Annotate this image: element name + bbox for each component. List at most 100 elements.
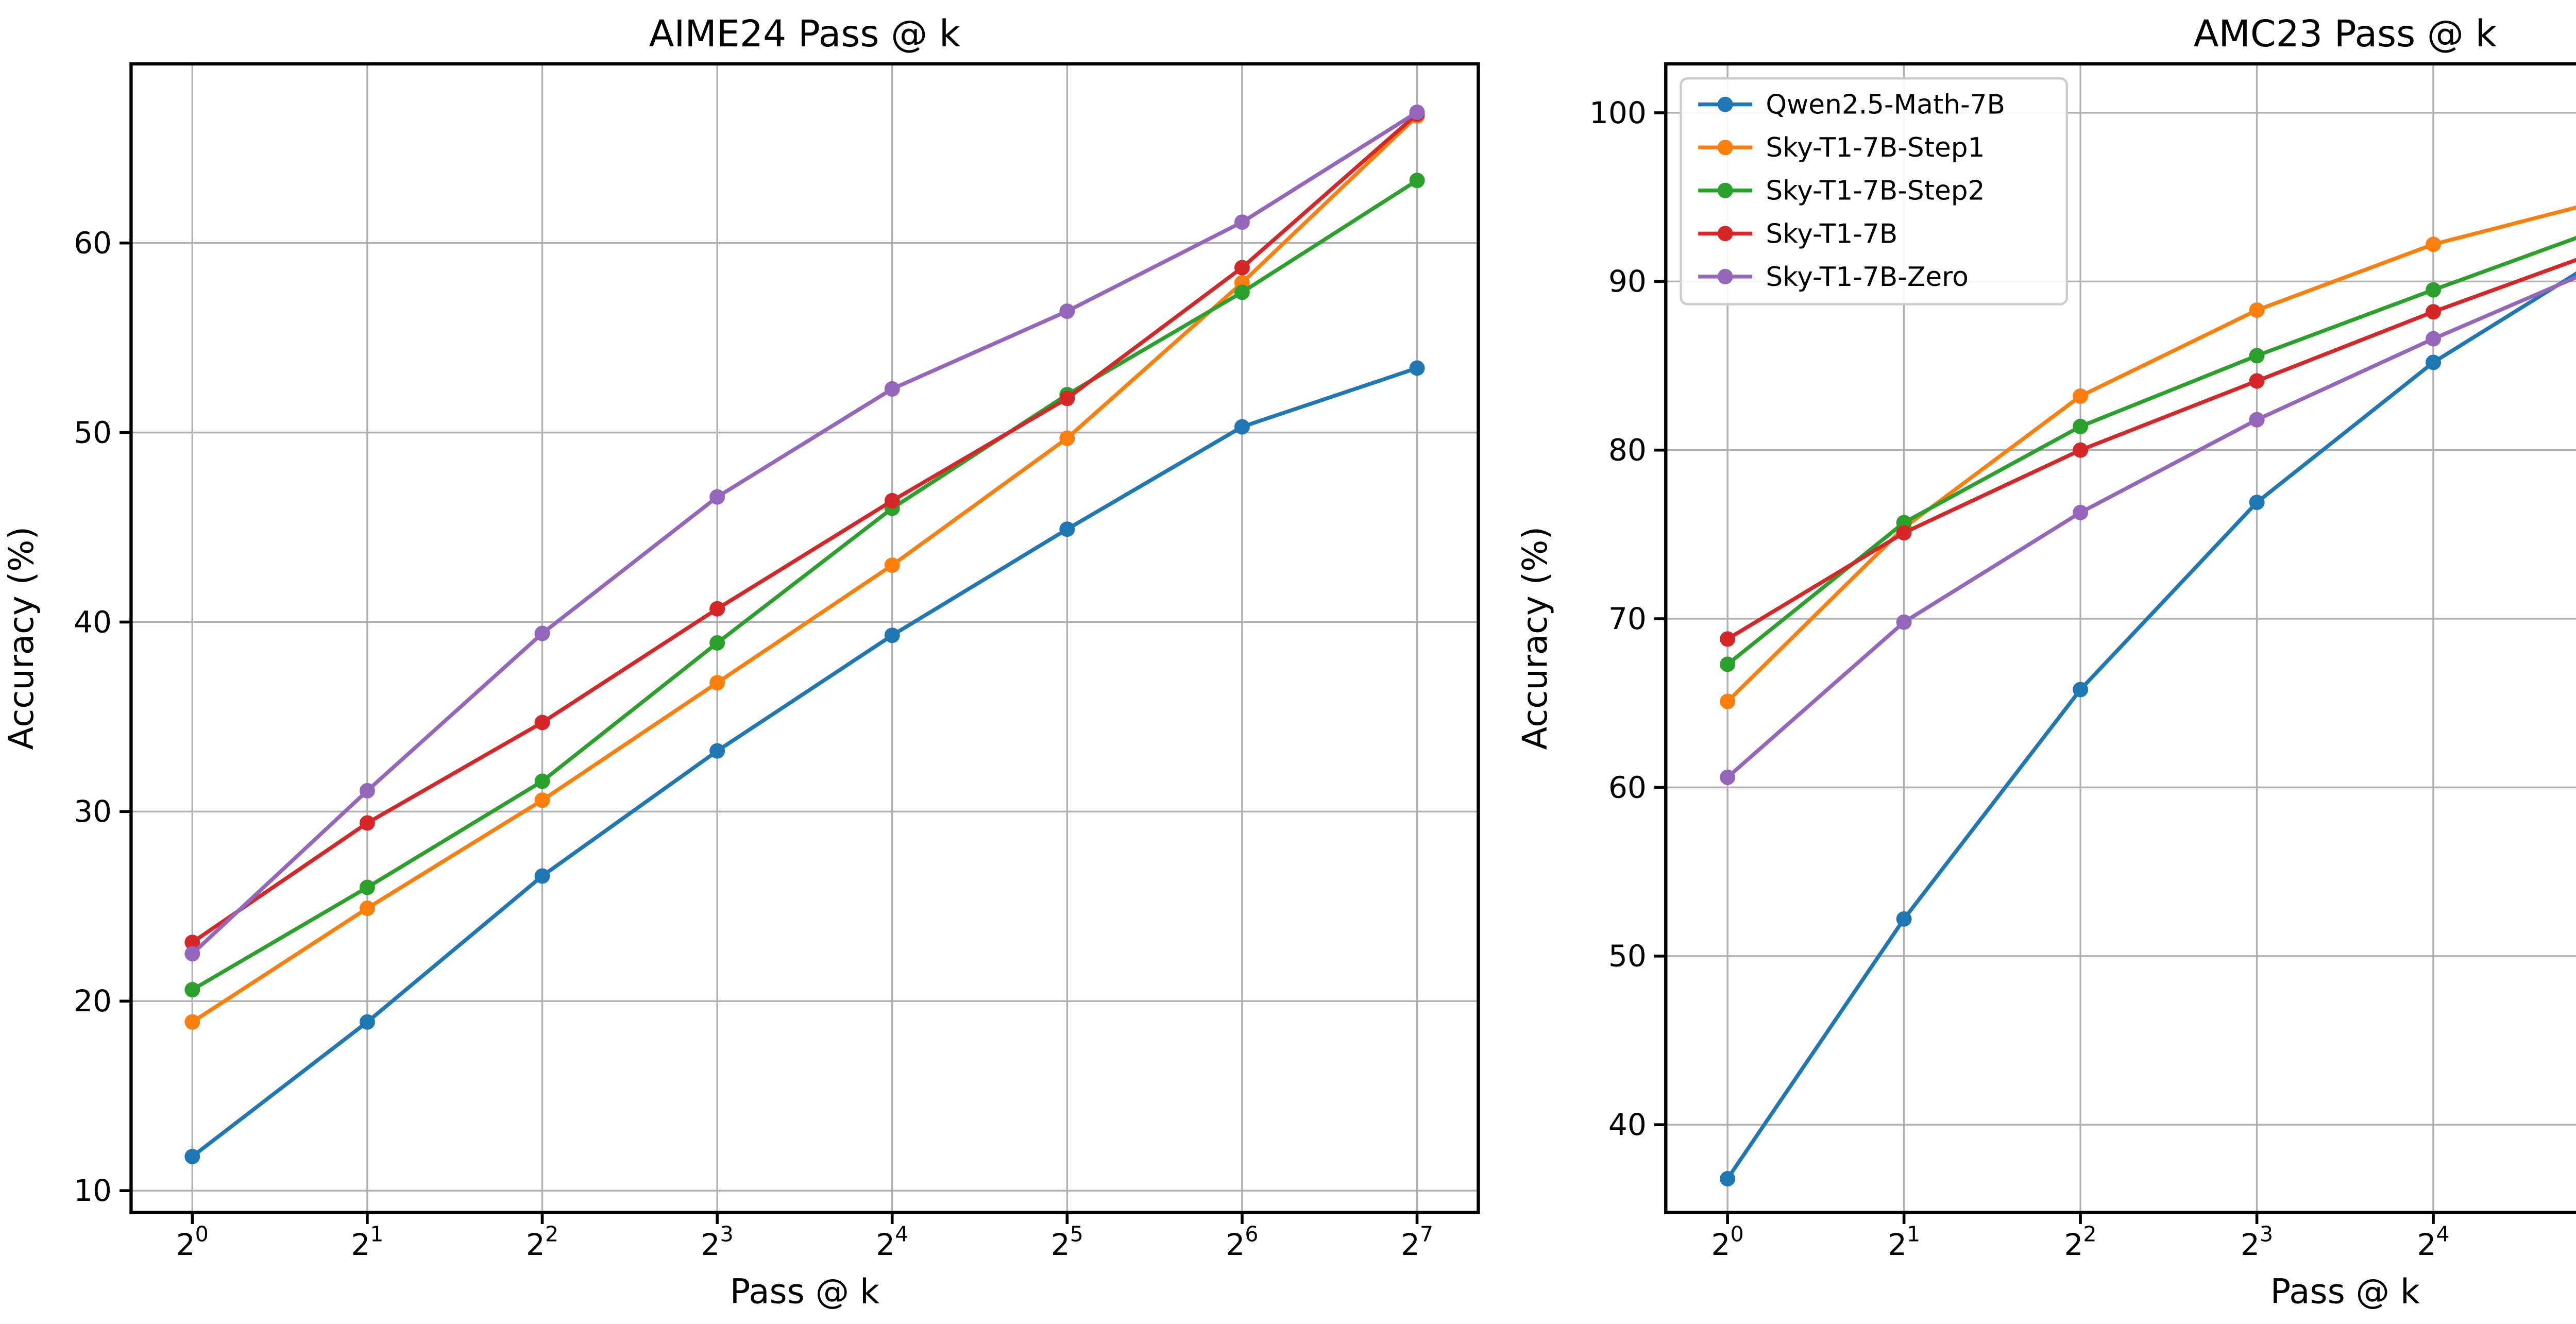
legend: Qwen2.5-Math-7B Sky-T1-7B-Step1 Sky-T1-7B-…	[1680, 77, 2069, 305]
x-tick-label: 22	[2064, 1222, 2097, 1262]
data-point-marker	[709, 635, 725, 651]
x-tick-label: 27	[1401, 1222, 1433, 1262]
y-tick-label: 40	[1608, 1107, 1647, 1142]
amc23-pass-k-svg: 4050607080901002021222324252627Qwen2.5-M…	[1514, 0, 2576, 1324]
data-point-marker	[2073, 682, 2089, 698]
data-point-marker	[1059, 391, 1075, 406]
data-point-marker	[1234, 284, 1250, 300]
legend-item-sky-t1-7b-zero: Sky-T1-7B-Zero	[1698, 262, 1969, 293]
x-tick-label: 20	[176, 1222, 209, 1262]
series-qwen2-5-math-7b	[1720, 271, 2576, 1186]
data-point-marker	[1234, 214, 1250, 230]
plot-spines	[1664, 62, 2576, 1214]
legend-marker	[1717, 268, 1733, 284]
data-point-marker	[2073, 504, 2089, 520]
chart-background	[0, 0, 1513, 1324]
legend-marker	[1717, 182, 1733, 198]
data-point-marker	[709, 489, 725, 505]
data-point-marker	[2249, 412, 2265, 428]
series-line	[1726, 271, 2576, 1180]
data-point-marker	[534, 773, 550, 789]
data-point-marker	[1720, 1170, 1736, 1186]
chart-aime24-pass-at-k: 10 20 30 40 50 60 20 21 22 23 24 25 26 27 AIME24 Pass …	[0, 0, 1513, 1324]
axis-ticks: 10 20 30 40 50 60 20 21 22 23 24 25 26 27	[74, 226, 1433, 1262]
data-point-marker	[2426, 354, 2442, 370]
data-point-marker	[709, 675, 725, 691]
y-tick-label: 60	[1608, 770, 1647, 805]
y-tick-label: 50	[1608, 939, 1647, 974]
y-tick-label: 20	[74, 983, 112, 1019]
data-point-marker	[184, 1148, 200, 1164]
data-point-marker	[2249, 302, 2265, 318]
legend-item-sky-t1-7b: Sky-T1-7B	[1698, 218, 1897, 249]
chart-amc23-pass-at-k: 4050607080901002021222324252627Qwen2.5-M…	[1514, 0, 2576, 1324]
y-tick-label: 100	[1589, 95, 1647, 130]
y-axis-label: Accuracy (%)	[1516, 527, 1555, 750]
data-point-marker	[1409, 104, 1425, 120]
legend-item-qwen2-5-math-7b: Qwen2.5-Math-7B	[1698, 90, 2005, 121]
y-tick-label: 30	[74, 794, 112, 829]
legend-item-sky-t1-7b-step1: Sky-T1-7B-Step1	[1698, 132, 1985, 163]
series-sky-t1-7b-zero	[1720, 275, 2576, 785]
legend-marker	[1717, 96, 1733, 112]
x-axis-label: Pass @ k	[730, 1272, 879, 1312]
data-point-marker	[1720, 769, 1736, 785]
data-point-marker	[2426, 304, 2442, 320]
data-point-marker	[359, 1014, 375, 1030]
data-point-marker	[1896, 614, 1912, 630]
data-point-marker	[359, 783, 375, 799]
y-tick-label: 80	[1608, 433, 1647, 468]
legend-marker	[1717, 140, 1733, 156]
plot-spines	[129, 62, 1480, 1214]
legend-label: Sky-T1-7B-Step2	[1766, 176, 1985, 207]
data-point-marker	[534, 625, 550, 641]
data-point-marker	[1234, 419, 1250, 435]
data-point-marker	[1059, 430, 1075, 446]
y-tick-label: 10	[74, 1173, 112, 1208]
gridlines	[1666, 64, 2576, 1213]
data-point-marker	[184, 935, 200, 950]
data-point-marker	[184, 946, 200, 962]
aime24-pass-k-svg: 10 20 30 40 50 60 20 21 22 23 24 25 26 27 AIME24 Pass …	[0, 0, 1513, 1324]
series-line	[1726, 236, 2576, 666]
data-point-marker	[534, 715, 550, 731]
x-tick-label: 21	[1888, 1222, 1920, 1262]
data-point-marker	[1896, 911, 1912, 927]
x-axis-label: Pass @ k	[2270, 1272, 2420, 1312]
x-tick-label: 24	[2417, 1222, 2449, 1262]
y-tick-label: 70	[1608, 601, 1647, 636]
data-point-marker	[359, 901, 375, 916]
data-point-marker	[1409, 360, 1425, 376]
data-point-marker	[534, 868, 550, 884]
legend-label: Sky-T1-7B-Step1	[1766, 132, 1985, 163]
data-point-marker	[2426, 331, 2442, 347]
legend-marker	[1717, 226, 1733, 242]
x-tick-label: 20	[1711, 1222, 1744, 1262]
legend-item-sky-t1-7b-step2: Sky-T1-7B-Step2	[1698, 176, 1985, 207]
data-point-marker	[884, 557, 900, 573]
data-point-marker	[1409, 173, 1425, 189]
y-tick-label: 90	[1608, 264, 1647, 299]
data-point-marker	[2426, 236, 2442, 252]
data-point-marker	[2249, 373, 2265, 389]
legend-box	[1680, 77, 2069, 305]
data-point-marker	[534, 792, 550, 808]
series-sky-t1-7b-zero	[184, 104, 1425, 962]
y-axis-label: Accuracy (%)	[2, 527, 41, 750]
data-point-marker	[1234, 260, 1250, 276]
data-point-marker	[184, 982, 200, 998]
x-tick-label: 21	[351, 1222, 383, 1262]
data-point-marker	[359, 879, 375, 895]
y-tick-label: 50	[74, 415, 112, 450]
series-line	[191, 110, 1418, 956]
data-point-marker	[1720, 656, 1736, 672]
series-qwen2-5-math-7b	[184, 360, 1425, 1164]
y-tick-label: 60	[74, 226, 112, 261]
chart-title: AMC23 Pass @ k	[2194, 12, 2497, 55]
data-point-marker	[884, 627, 900, 643]
data-point-marker	[1720, 693, 1736, 709]
data-point-marker	[709, 601, 725, 617]
series-sky-t1-7b	[184, 106, 1425, 950]
legend-label: Sky-T1-7B-Zero	[1766, 262, 1969, 293]
